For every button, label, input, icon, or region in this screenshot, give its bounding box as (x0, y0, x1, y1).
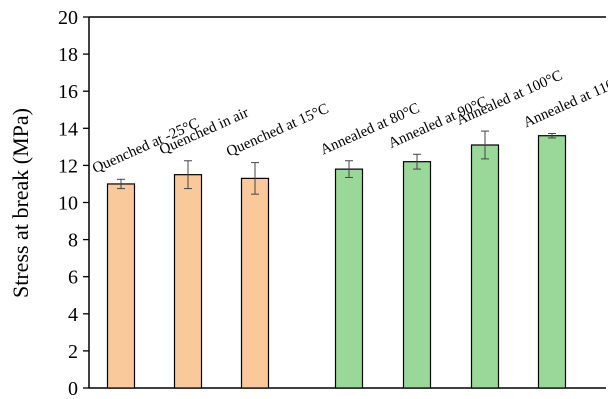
y-tick-label: 4 (68, 304, 78, 326)
error-bar (481, 130, 489, 160)
error-bar (251, 162, 259, 195)
bars-group (106, 135, 567, 389)
y-tick-label: 10 (58, 193, 78, 215)
bar (470, 144, 500, 389)
y-tick-label: 0 (68, 378, 78, 399)
y-tick-label: 12 (58, 155, 78, 177)
bar (402, 161, 432, 389)
error-bar (548, 132, 556, 139)
y-axis-ticks: 0 2 4 6 8 10 12 14 16 18 20 (58, 7, 89, 399)
y-tick-label: 8 (68, 230, 78, 252)
bar (106, 183, 136, 389)
bar (240, 177, 270, 389)
error-bars-group (117, 130, 556, 195)
error-bar (117, 178, 125, 190)
y-tick-label: 20 (58, 7, 78, 29)
y-tick-label: 14 (58, 118, 78, 140)
error-bar (184, 160, 192, 190)
y-tick-label: 18 (58, 44, 78, 66)
y-tick-label: 16 (58, 81, 78, 103)
bar (173, 174, 203, 389)
y-tick-label: 2 (68, 341, 78, 363)
y-axis-title: Stress at break (MPa) (8, 108, 33, 298)
y-tick-label: 6 (68, 267, 78, 289)
error-bar (345, 160, 353, 178)
bar (334, 168, 364, 389)
error-bar (413, 153, 421, 170)
bar (537, 135, 567, 389)
